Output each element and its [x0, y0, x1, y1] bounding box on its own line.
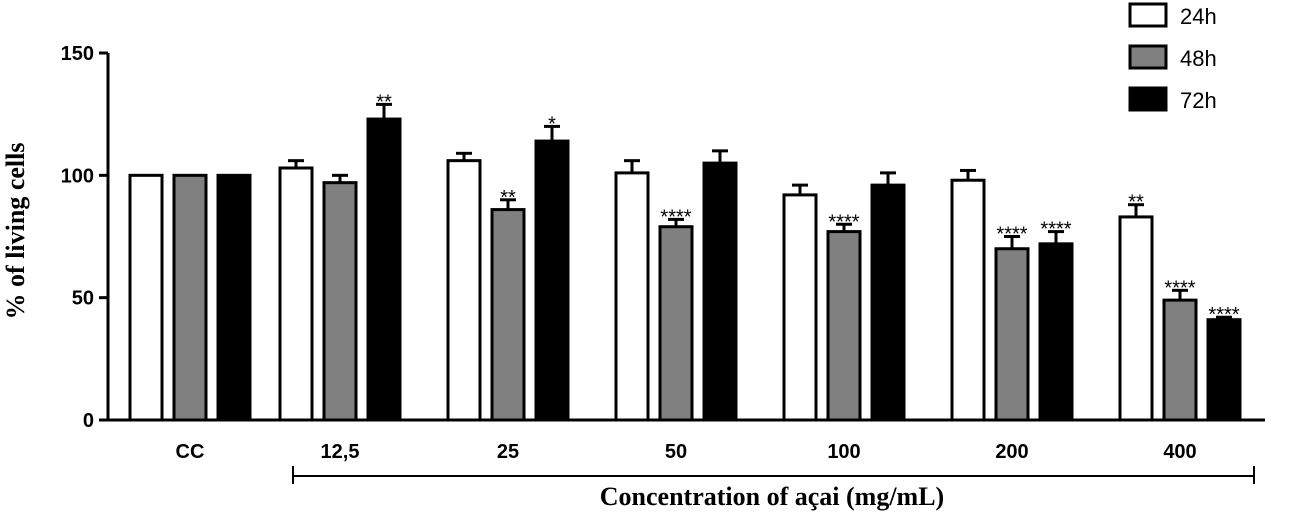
legend-label: 24h [1180, 4, 1217, 29]
bar [1118, 215, 1154, 422]
bar [782, 193, 818, 422]
legend-label: 72h [1180, 88, 1217, 113]
significance-label: **** [1208, 304, 1239, 326]
bar [1206, 318, 1242, 422]
bar [366, 117, 402, 422]
x-tick-label: 400 [1163, 441, 1196, 463]
bar [216, 173, 252, 422]
y-tick-label: 150 [61, 43, 94, 65]
bar [950, 178, 986, 422]
y-tick-label: 50 [72, 288, 94, 310]
bar [128, 173, 164, 422]
bar [870, 183, 906, 422]
y-tick-label: 0 [83, 410, 94, 432]
axes-layer: 0 50 100 150 CC 12,5 25 50 100 200 400 [61, 43, 1265, 484]
x-tick-label: 25 [497, 441, 519, 463]
bar [446, 159, 482, 422]
bars-layer: ********* ******** ************** [128, 91, 1242, 422]
bar [994, 247, 1030, 422]
bar [322, 181, 358, 422]
bar [534, 139, 570, 422]
bar [490, 208, 526, 422]
significance-label: **** [828, 211, 859, 233]
significance-label: ** [500, 187, 516, 209]
x-tick-label: 12,5 [321, 441, 360, 463]
significance-label: **** [660, 206, 691, 228]
bar [658, 225, 694, 422]
x-axis-label: Concentration of açai (mg/mL) [600, 482, 944, 511]
significance-label: ** [1128, 192, 1144, 214]
significance-label: **** [1164, 277, 1195, 299]
legend-swatch [1128, 44, 1168, 70]
bar [172, 173, 208, 422]
significance-label: ** [376, 91, 392, 113]
x-tick-label: 100 [827, 441, 860, 463]
y-tick-label: 100 [61, 165, 94, 187]
significance-label: * [548, 113, 556, 135]
legend: 24h 48h 72h [1128, 2, 1217, 113]
x-tick-label: 50 [665, 441, 687, 463]
significance-label: **** [996, 224, 1027, 246]
legend-label: 48h [1180, 46, 1217, 71]
bar [614, 171, 650, 422]
bar [1162, 298, 1198, 422]
bar [826, 230, 862, 422]
bar [702, 161, 738, 422]
bar [1038, 242, 1074, 422]
x-tick-label: CC [176, 441, 205, 463]
x-tick-label: 200 [995, 441, 1028, 463]
legend-swatch [1128, 86, 1168, 112]
significance-label: **** [1040, 219, 1071, 241]
legend-swatch [1128, 2, 1168, 28]
bar [278, 166, 314, 422]
y-axis-label: % of living cells [1, 143, 30, 320]
